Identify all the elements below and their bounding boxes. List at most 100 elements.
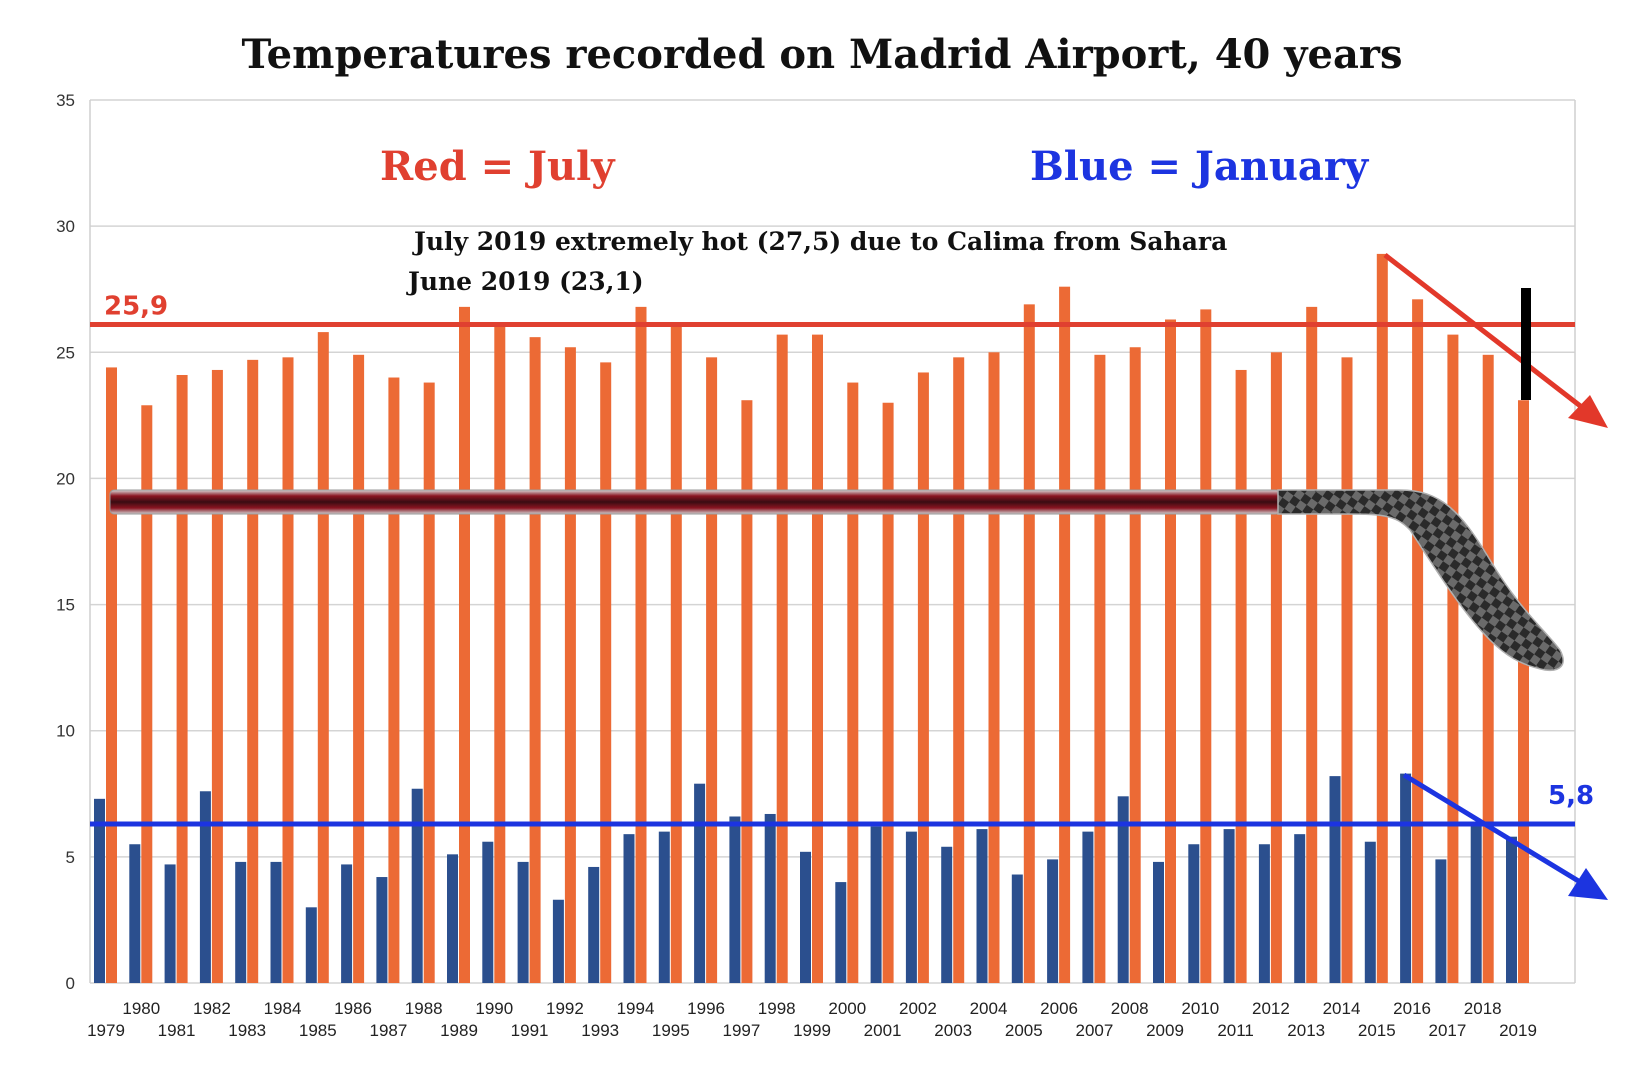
bar-july-2015 [1376,253,1388,983]
bar-july-2006 [1059,286,1071,984]
bar-july-2001 [882,402,894,983]
x-tick-label: 2016 [1393,999,1431,1018]
bar-january-2007 [1082,831,1094,983]
bar-january-1992 [552,899,564,983]
bar-january-1997 [729,816,741,983]
x-tick-label: 1982 [193,999,231,1018]
bar-january-2008 [1117,796,1129,983]
bar-january-1982 [199,791,211,983]
x-tick-label: 1983 [228,1021,266,1040]
bar-july-2010 [1200,309,1212,983]
bar-january-1983 [235,861,247,983]
x-tick-label: 2012 [1252,999,1290,1018]
x-tick-label: 2017 [1428,1021,1466,1040]
july-trend-arrow-icon [1383,253,1608,428]
legend-july: Red = July [380,143,616,190]
x-tick-label: 2008 [1111,999,1149,1018]
x-tick-label: 1980 [122,999,160,1018]
x-tick-label: 1995 [652,1021,690,1040]
y-axis: 0 5 10 15 20 25 30 35 [56,91,75,993]
x-tick-label: 1999 [793,1021,831,1040]
x-tick-label: 2000 [828,999,866,1018]
bar-july-1984 [282,357,294,983]
bar-july-1994 [635,306,647,984]
bar-july-1979 [106,367,117,983]
legend-january: Blue = January [1030,143,1370,190]
x-tick-label: 1981 [158,1021,196,1040]
bar-january-2009 [1153,861,1164,983]
bar-january-2012 [1258,844,1270,983]
bar-january-1984 [270,861,282,983]
y-tick-label: 15 [56,596,75,615]
x-tick-label: 2019 [1499,1021,1537,1040]
bar-january-1996 [694,783,706,983]
bar-january-1988 [411,788,423,983]
y-tick-label: 10 [56,722,75,741]
bar-july-1992 [564,347,576,983]
bar-january-2013 [1294,834,1306,983]
bar-july-1993 [600,362,612,983]
y-tick-label: 35 [56,91,75,110]
bar-january-1999 [800,851,811,983]
x-tick-label: 2005 [1005,1021,1043,1040]
bar-july-1981 [176,374,188,983]
annotation-june-2019: June 2019 (23,1) [406,267,644,296]
y-tick-label: 30 [56,217,75,236]
y-tick-label: 5 [66,848,75,867]
x-tick-label: 1991 [511,1021,549,1040]
january-average-label: 5,8 [1548,781,1594,811]
bar-january-1986 [341,864,353,983]
bar-january-2016 [1400,773,1412,983]
y-tick-label: 20 [56,469,75,488]
bar-july-2014 [1341,357,1353,983]
bar-july-2011 [1235,369,1247,984]
bar-july-2017 [1447,334,1459,983]
x-tick-label: 1979 [87,1021,125,1040]
bar-january-2005 [1011,874,1023,983]
bar-january-2014 [1329,776,1341,983]
january-trend-arrow-icon [1402,772,1608,900]
bar-july-1989 [459,306,470,984]
y-tick-label: 0 [66,974,75,993]
x-tick-label: 2007 [1075,1021,1113,1040]
bar-july-1987 [388,377,400,983]
x-tick-label: 1997 [722,1021,760,1040]
bar-july-2000 [847,382,859,983]
bar-july-2012 [1270,352,1282,983]
x-axis: 1979 1980 1981 1982 1983 1984 1985 1986 1987 1988… [87,999,1537,1040]
x-tick-label: 2004 [970,999,1008,1018]
bar-january-1993 [588,866,600,983]
x-tick-label: 2015 [1358,1021,1396,1040]
x-tick-label: 2009 [1146,1021,1184,1040]
bar-july-2009 [1165,319,1176,983]
bar-july-1999 [812,334,823,983]
x-tick-label: 1998 [758,999,796,1018]
x-tick-label: 2003 [934,1021,972,1040]
bar-january-1990 [482,841,494,983]
bar-july-1991 [529,337,541,983]
bar-january-2010 [1188,844,1200,983]
annotation-july-2019: July 2019 extremely hot (27,5) due to Ca… [412,227,1227,256]
bar-january-2019 [1506,836,1517,983]
bar-january-2006 [1047,859,1059,983]
bar-july-1997 [741,400,753,984]
bar-july-2005 [1023,304,1035,983]
bar-january-2002 [905,831,917,983]
chart-title: Temperatures recorded on Madrid Airport,… [242,31,1403,78]
x-tick-label: 1989 [440,1021,478,1040]
bar-january-1995 [658,831,670,983]
bar-january-1998 [764,813,776,983]
bar-january-2018 [1470,824,1482,983]
bar-january-1979 [94,798,105,983]
july-2019-marker [1521,288,1531,400]
july-average-label: 25,9 [104,292,168,322]
bar-january-1994 [623,834,635,983]
x-tick-label: 2001 [864,1021,902,1040]
x-tick-label: 2014 [1323,999,1361,1018]
bar-january-1989 [447,854,458,983]
bar-july-2007 [1094,354,1106,983]
bar-july-1990 [494,324,506,983]
x-tick-label: 2002 [899,999,937,1018]
x-tick-label: 2018 [1464,999,1502,1018]
